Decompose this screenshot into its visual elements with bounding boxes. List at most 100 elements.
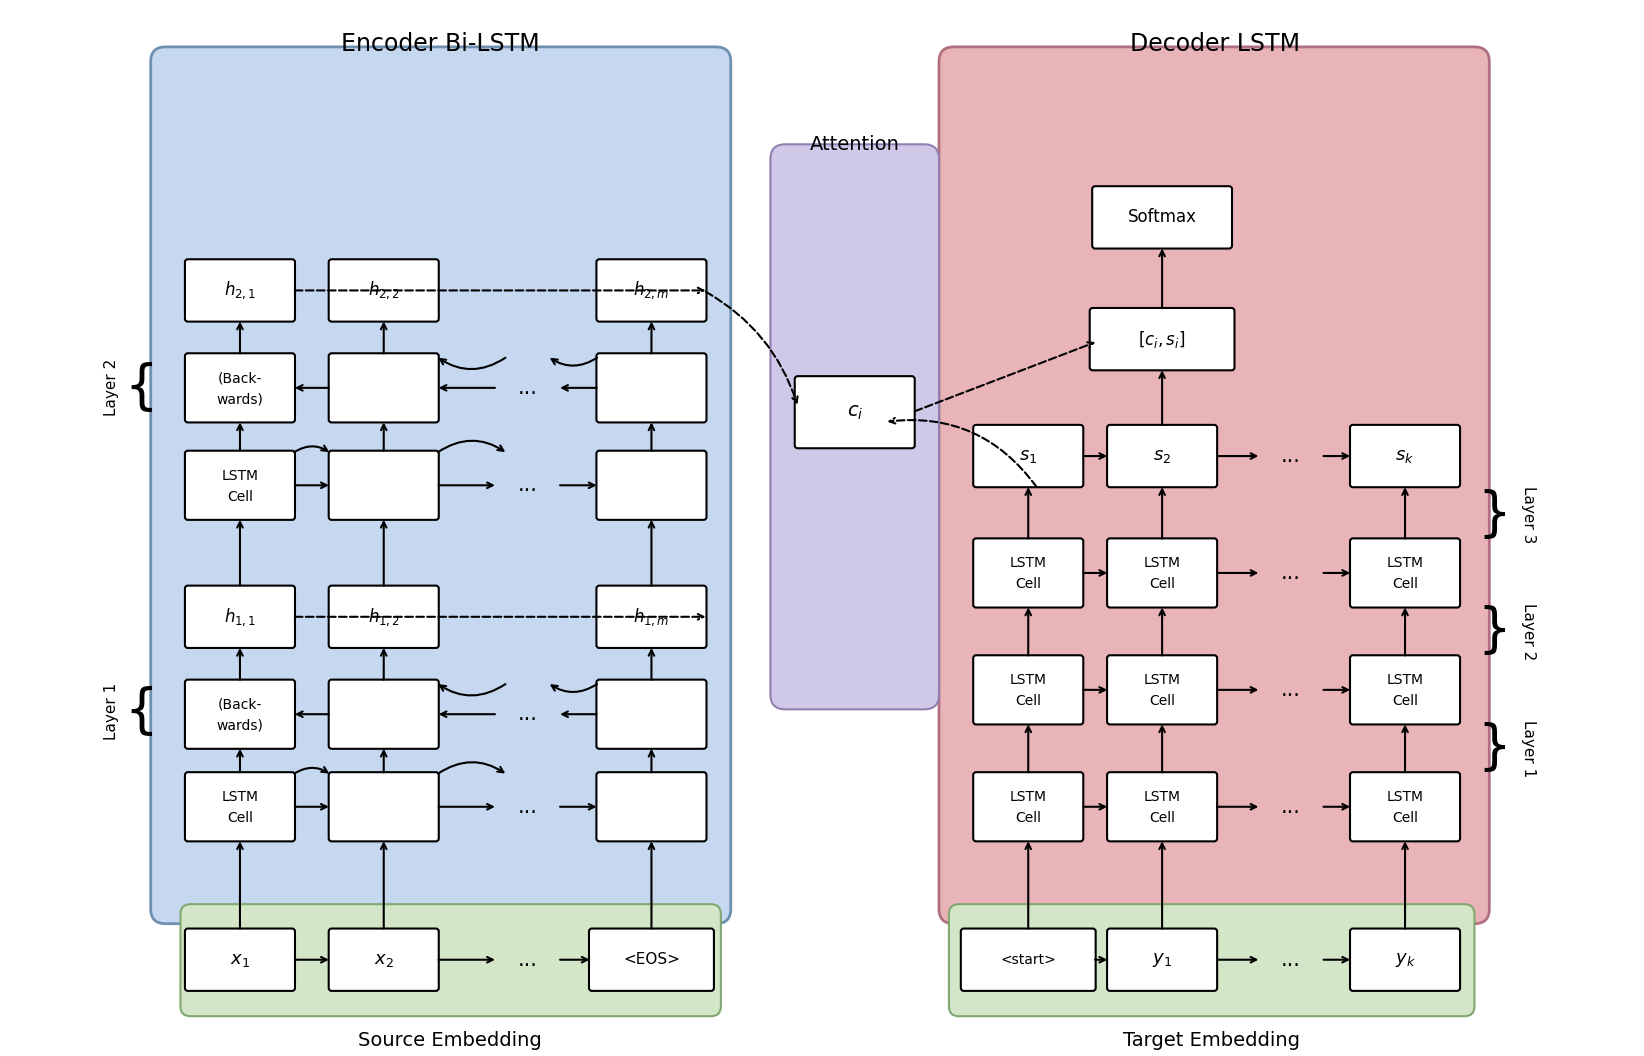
FancyBboxPatch shape bbox=[597, 680, 707, 749]
FancyBboxPatch shape bbox=[771, 145, 939, 710]
Text: Target Embedding: Target Embedding bbox=[1123, 1031, 1300, 1050]
Text: Attention: Attention bbox=[810, 135, 899, 154]
Text: $c_i$: $c_i$ bbox=[847, 402, 863, 421]
Text: }: } bbox=[1478, 489, 1511, 541]
FancyBboxPatch shape bbox=[1350, 425, 1460, 487]
FancyBboxPatch shape bbox=[597, 586, 707, 648]
Text: $y_1$: $y_1$ bbox=[1152, 950, 1172, 968]
FancyBboxPatch shape bbox=[184, 451, 294, 520]
Text: ...: ... bbox=[1281, 563, 1300, 583]
Text: $s_k$: $s_k$ bbox=[1396, 447, 1414, 465]
Text: Source Embedding: Source Embedding bbox=[358, 1031, 543, 1050]
Text: $[c_i, s_i]$: $[c_i, s_i]$ bbox=[1138, 328, 1185, 350]
Text: Softmax: Softmax bbox=[1128, 208, 1197, 226]
Text: Cell: Cell bbox=[1149, 578, 1175, 591]
Text: wards): wards) bbox=[217, 392, 263, 407]
Text: LSTM: LSTM bbox=[1386, 674, 1424, 687]
Text: <EOS>: <EOS> bbox=[623, 953, 681, 967]
Text: Cell: Cell bbox=[1392, 694, 1419, 709]
Text: }: } bbox=[1478, 605, 1511, 658]
Text: Cell: Cell bbox=[1016, 694, 1041, 709]
FancyBboxPatch shape bbox=[184, 260, 294, 322]
FancyBboxPatch shape bbox=[794, 376, 914, 448]
Text: {: { bbox=[123, 685, 158, 738]
Text: $y_k$: $y_k$ bbox=[1394, 950, 1415, 968]
FancyBboxPatch shape bbox=[960, 928, 1095, 991]
FancyBboxPatch shape bbox=[329, 772, 439, 842]
Text: $h_{1,m}$: $h_{1,m}$ bbox=[633, 606, 669, 627]
FancyBboxPatch shape bbox=[939, 46, 1489, 924]
Text: Cell: Cell bbox=[1149, 694, 1175, 709]
FancyBboxPatch shape bbox=[181, 904, 720, 1016]
FancyBboxPatch shape bbox=[597, 260, 707, 322]
FancyBboxPatch shape bbox=[329, 451, 439, 520]
FancyBboxPatch shape bbox=[1350, 539, 1460, 607]
FancyBboxPatch shape bbox=[1106, 425, 1217, 487]
Text: $h_{2,m}$: $h_{2,m}$ bbox=[633, 280, 669, 301]
FancyBboxPatch shape bbox=[1106, 772, 1217, 842]
FancyBboxPatch shape bbox=[329, 354, 439, 422]
Text: $h_{2,2}$: $h_{2,2}$ bbox=[368, 280, 399, 301]
Text: LSTM: LSTM bbox=[1009, 674, 1047, 687]
Text: wards): wards) bbox=[217, 719, 263, 733]
FancyBboxPatch shape bbox=[1350, 772, 1460, 842]
FancyBboxPatch shape bbox=[949, 904, 1475, 1016]
Text: ...: ... bbox=[518, 378, 538, 398]
Text: ...: ... bbox=[518, 797, 538, 816]
FancyBboxPatch shape bbox=[184, 772, 294, 842]
Text: Cell: Cell bbox=[1016, 578, 1041, 591]
FancyBboxPatch shape bbox=[329, 260, 439, 322]
Text: $s_2$: $s_2$ bbox=[1152, 447, 1171, 465]
Text: Layer 1: Layer 1 bbox=[104, 683, 118, 740]
Text: LSTM: LSTM bbox=[1144, 790, 1180, 805]
Text: ...: ... bbox=[518, 949, 538, 969]
Text: Layer 1: Layer 1 bbox=[1521, 720, 1537, 777]
FancyBboxPatch shape bbox=[1106, 928, 1217, 991]
Text: Cell: Cell bbox=[1392, 811, 1419, 825]
Text: LSTM: LSTM bbox=[1009, 790, 1047, 805]
FancyBboxPatch shape bbox=[973, 772, 1083, 842]
FancyBboxPatch shape bbox=[1350, 928, 1460, 991]
FancyBboxPatch shape bbox=[1092, 186, 1231, 248]
Text: (Back-: (Back- bbox=[217, 698, 261, 712]
Text: ...: ... bbox=[1281, 949, 1300, 969]
Text: <start>: <start> bbox=[1000, 953, 1055, 966]
FancyBboxPatch shape bbox=[1090, 308, 1235, 371]
Text: (Back-: (Back- bbox=[217, 372, 261, 385]
Text: ...: ... bbox=[1281, 446, 1300, 466]
FancyBboxPatch shape bbox=[184, 928, 294, 991]
Text: }: } bbox=[1478, 722, 1511, 774]
Text: $x_1$: $x_1$ bbox=[230, 950, 250, 968]
FancyBboxPatch shape bbox=[973, 539, 1083, 607]
FancyBboxPatch shape bbox=[589, 928, 713, 991]
Text: Layer 2: Layer 2 bbox=[104, 359, 118, 416]
FancyBboxPatch shape bbox=[1350, 656, 1460, 724]
FancyBboxPatch shape bbox=[973, 656, 1083, 724]
Text: LSTM: LSTM bbox=[222, 469, 258, 483]
FancyBboxPatch shape bbox=[329, 586, 439, 648]
Text: LSTM: LSTM bbox=[1144, 557, 1180, 570]
FancyBboxPatch shape bbox=[973, 425, 1083, 487]
FancyBboxPatch shape bbox=[184, 354, 294, 422]
Text: Cell: Cell bbox=[1149, 811, 1175, 825]
FancyBboxPatch shape bbox=[184, 586, 294, 648]
Text: $h_{1,1}$: $h_{1,1}$ bbox=[224, 606, 256, 627]
Text: {: { bbox=[123, 362, 158, 414]
Text: LSTM: LSTM bbox=[1386, 790, 1424, 805]
FancyBboxPatch shape bbox=[597, 772, 707, 842]
Text: ...: ... bbox=[518, 704, 538, 724]
Text: Cell: Cell bbox=[1392, 578, 1419, 591]
FancyBboxPatch shape bbox=[597, 451, 707, 520]
Text: ...: ... bbox=[518, 475, 538, 495]
Text: LSTM: LSTM bbox=[1386, 557, 1424, 570]
Text: Cell: Cell bbox=[227, 490, 253, 504]
FancyBboxPatch shape bbox=[329, 680, 439, 749]
Text: Encoder Bi-LSTM: Encoder Bi-LSTM bbox=[340, 32, 539, 56]
FancyBboxPatch shape bbox=[329, 928, 439, 991]
Text: LSTM: LSTM bbox=[1144, 674, 1180, 687]
FancyBboxPatch shape bbox=[184, 680, 294, 749]
Text: $s_1$: $s_1$ bbox=[1019, 447, 1037, 465]
FancyBboxPatch shape bbox=[151, 46, 732, 924]
Text: LSTM: LSTM bbox=[222, 790, 258, 805]
Text: Decoder LSTM: Decoder LSTM bbox=[1129, 32, 1300, 56]
